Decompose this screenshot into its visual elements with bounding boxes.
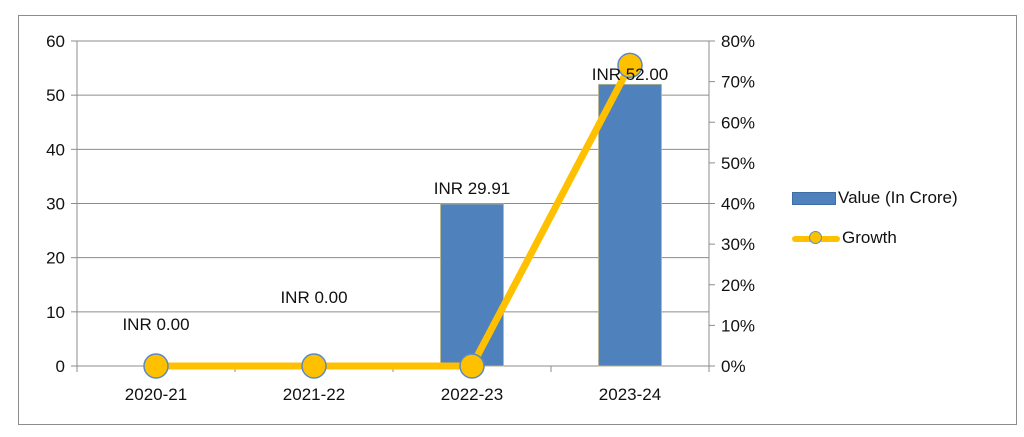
tick-labels: 0 10 20 30 40 50 60 0% 10% 20% 30% 40% 50% 60% 70% 80% 2… xyxy=(46,32,755,404)
legend-item-value: Value (In Crore) xyxy=(792,186,958,210)
line-marker-swatch-icon xyxy=(792,230,840,245)
growth-marker xyxy=(301,353,327,379)
right-axis-tick-label: 80% xyxy=(721,32,755,51)
right-axis-tick-label: 30% xyxy=(721,235,755,254)
bar-value-label: INR 52.00 xyxy=(592,65,669,84)
bar-value-label: INR 0.00 xyxy=(122,315,189,334)
growth-marker xyxy=(617,52,643,79)
legend: Value (In Crore) Growth xyxy=(792,186,958,266)
left-axis-tick-label: 60 xyxy=(46,32,65,51)
bar-series xyxy=(440,83,662,367)
bar-swatch-icon xyxy=(792,191,836,205)
legend-label: Value (In Crore) xyxy=(838,188,958,207)
right-axis-tick-label: 0% xyxy=(721,357,746,376)
bar-value-label: INR 0.00 xyxy=(280,288,347,307)
growth-line xyxy=(156,63,634,370)
data-labels: INR 0.00 INR 0.00 INR 29.91 INR 52.00 xyxy=(122,65,668,334)
legend-label: Growth xyxy=(842,228,897,247)
left-axis-tick-label: 40 xyxy=(46,140,65,159)
x-axis-category-label: 2020-21 xyxy=(125,385,187,404)
growth-line-series xyxy=(143,52,643,379)
bar xyxy=(440,203,504,367)
growth-marker xyxy=(143,353,169,379)
right-axis-tick-label: 40% xyxy=(721,195,755,214)
x-axis-category-label: 2022-23 xyxy=(441,385,503,404)
chart-frame xyxy=(18,15,1017,425)
x-axis-category-label: 2023-24 xyxy=(599,385,661,404)
bar-value-label: INR 29.91 xyxy=(434,179,511,198)
right-axis-tick-label: 60% xyxy=(721,113,755,132)
legend-item-growth: Growth xyxy=(792,226,958,250)
bar xyxy=(598,83,662,367)
left-axis-tick-label: 30 xyxy=(46,195,65,214)
growth-marker xyxy=(459,353,485,379)
left-axis-tick-label: 0 xyxy=(56,357,65,376)
right-axis-tick-label: 20% xyxy=(721,276,755,295)
left-axis-tick-label: 50 xyxy=(46,86,65,105)
right-axis-tick-label: 50% xyxy=(721,154,755,173)
right-axis-tick-label: 10% xyxy=(721,316,755,335)
left-axis-tick-label: 20 xyxy=(46,249,65,268)
x-axis-category-label: 2021-22 xyxy=(283,385,345,404)
left-axis-tick-label: 10 xyxy=(46,303,65,322)
right-axis-tick-label: 70% xyxy=(721,73,755,92)
